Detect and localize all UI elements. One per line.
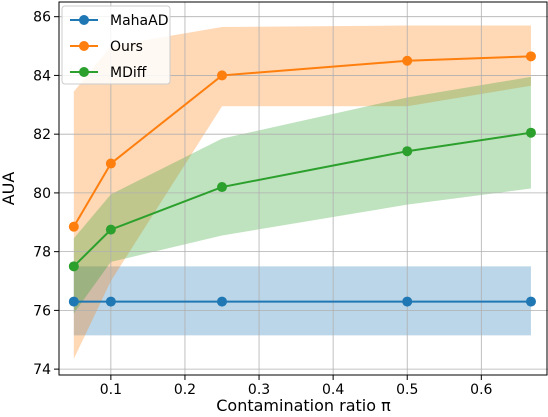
- y-tick-label: 84: [33, 68, 51, 84]
- point-ours: [68, 221, 79, 232]
- point-ours: [525, 51, 536, 62]
- y-axis-label: AUA: [0, 172, 18, 206]
- point-ours: [105, 158, 116, 169]
- x-tick-label: 0.6: [470, 382, 492, 398]
- y-tick-label: 82: [33, 127, 51, 143]
- point-mahaad: [105, 296, 116, 307]
- x-axis-ticks: 0.1 0.2 0.3 0.4 0.5 0.6: [100, 375, 493, 398]
- legend-marker-mdiff: [79, 67, 89, 77]
- legend-box: [61, 5, 171, 85]
- series-markers: [68, 51, 536, 307]
- band-ours: [73, 25, 531, 359]
- y-tick-label: 86: [33, 10, 51, 26]
- band-mdiff: [73, 76, 531, 314]
- y-tick-label: 74: [33, 362, 51, 378]
- point-mahaad: [217, 296, 227, 307]
- x-tick-label: 0.4: [322, 382, 344, 398]
- x-tick-label: 0.2: [174, 382, 196, 398]
- x-tick-label: 0.3: [248, 382, 270, 398]
- legend-label-mahaad: MahaAD: [110, 13, 168, 29]
- legend-marker-mahaad: [79, 15, 89, 25]
- point-mahaad: [402, 296, 413, 307]
- point-mdiff: [217, 182, 227, 193]
- x-tick-label: 0.5: [396, 382, 418, 398]
- legend-label-ours: Ours: [110, 39, 143, 55]
- legend-label-mdiff: MDiff: [110, 65, 147, 81]
- point-mdiff: [402, 146, 413, 157]
- x-axis-label: Contamination ratio π: [216, 396, 391, 415]
- plot-frame: [58, 1, 548, 376]
- point-mdiff: [525, 127, 536, 138]
- legend-marker-ours: [79, 41, 89, 51]
- point-ours: [217, 70, 227, 81]
- point-mdiff: [105, 224, 116, 235]
- point-ours: [402, 55, 413, 66]
- y-axis-ticks: 74 76 78 80 82 84 86: [33, 10, 59, 378]
- y-tick-label: 76: [33, 303, 51, 319]
- point-mahaad: [525, 296, 536, 307]
- point-mdiff: [68, 261, 79, 272]
- y-tick-label: 78: [33, 245, 51, 261]
- point-mahaad: [68, 296, 79, 307]
- y-tick-label: 80: [33, 186, 51, 202]
- legend: MahaAD Ours MDiff: [61, 5, 171, 85]
- x-tick-label: 0.1: [100, 382, 122, 398]
